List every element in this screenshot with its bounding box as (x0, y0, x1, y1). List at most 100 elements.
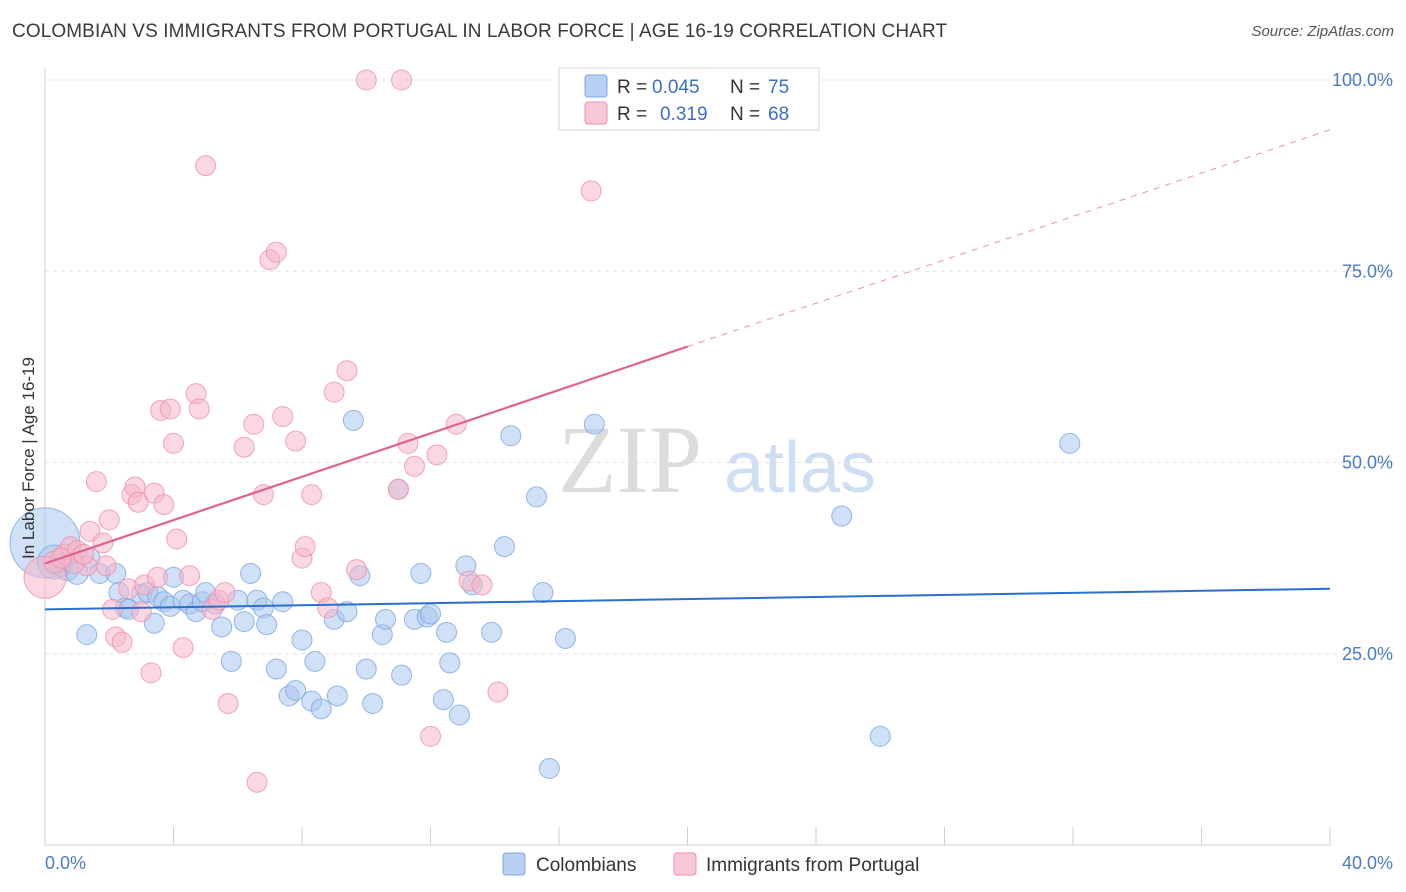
colombian-point (391, 664, 413, 686)
portugal-point (317, 597, 339, 619)
colombian-point (420, 603, 441, 625)
colombian-point (285, 679, 307, 701)
watermark-zip: ZIP (558, 406, 702, 513)
portugal-point (130, 601, 152, 623)
legend-n-value-1: 75 (768, 77, 789, 98)
y-tick-label: 25.0% (1342, 644, 1393, 664)
colombian-point (342, 409, 364, 431)
colombian-point (362, 692, 384, 714)
portugal-point (153, 494, 175, 516)
portugal-point (294, 536, 316, 558)
colombian-point (448, 704, 470, 726)
portugal-point (243, 413, 265, 435)
portugal-point (355, 69, 377, 91)
colombian-point (310, 698, 332, 720)
portugal-point (140, 662, 162, 684)
colombian-point (304, 650, 326, 672)
legend-r-value-1: 0.045 (652, 77, 700, 98)
colombian-point (493, 536, 515, 558)
source-credit: Source: ZipAtlas.com (1251, 23, 1394, 40)
x-tick-label: 0.0% (45, 853, 86, 873)
portugal-point (85, 471, 107, 493)
legend-n-label-1: N = (730, 77, 760, 98)
colombian-point (439, 652, 461, 674)
series-legend: Colombians Immigrants from Portugal (502, 852, 919, 876)
colombian-point (375, 608, 397, 630)
colombian-point (326, 685, 348, 707)
portugal-point (420, 725, 441, 747)
trendline-1 (44, 345, 688, 565)
colombian-point (1059, 432, 1081, 454)
colombian-point (355, 658, 377, 680)
colombian-point (256, 614, 278, 636)
bottom-legend-swatch-colombians (502, 852, 526, 876)
colombian-point (291, 629, 313, 651)
legend-n-value-2: 68 (768, 104, 789, 125)
watermark: ZIP atlas (558, 406, 876, 513)
colombian-point (272, 591, 294, 613)
bottom-legend-label-portugal: Immigrants from Portugal (706, 855, 919, 876)
colombian-point (265, 658, 287, 680)
colombian-point (410, 562, 432, 584)
portugal-point (336, 360, 358, 382)
colombian-point (583, 413, 605, 435)
series-1 (23, 69, 602, 793)
portugal-point (188, 398, 210, 420)
portugal-point (98, 509, 120, 531)
legend-r-value-2: 0.319 (660, 104, 708, 125)
portugal-point (346, 559, 368, 581)
colombian-point (76, 624, 98, 646)
portugal-point (285, 430, 307, 452)
portugal-point (272, 406, 294, 428)
colombian-point (220, 650, 242, 672)
trendline-extension-1 (687, 129, 1331, 348)
legend-n-label-2: N = (730, 104, 760, 125)
colombian-point (831, 505, 853, 527)
portugal-point (246, 771, 268, 793)
colombian-point (538, 758, 560, 779)
portugal-point (391, 69, 413, 91)
portugal-point (252, 484, 274, 506)
portugal-point (323, 381, 345, 403)
colombian-point (233, 611, 255, 633)
portugal-point (159, 398, 181, 420)
portugal-point (426, 444, 448, 466)
watermark-atlas: atlas (724, 428, 876, 508)
legend-r-label-1: R = (617, 77, 647, 98)
portugal-point (195, 155, 217, 177)
portugal-point (217, 692, 239, 714)
legend-r-label-2: R = (617, 104, 647, 125)
axes (44, 68, 1331, 846)
portugal-point (580, 180, 602, 202)
portugal-point (95, 555, 117, 577)
portugal-point (166, 528, 188, 550)
y-tick-label: 50.0% (1342, 453, 1393, 473)
chart-title: COLOMBIAN VS IMMIGRANTS FROM PORTUGAL IN… (12, 21, 948, 42)
x-tick-label: 40.0% (1342, 853, 1393, 873)
colombian-point (532, 582, 554, 604)
portugal-point (179, 565, 201, 587)
colombian-point (500, 425, 522, 447)
correlation-legend: R = 0.045 N = 75 R = 0.319 N = 68 (558, 67, 820, 131)
portugal-point (127, 491, 149, 513)
y-axis-label: In Labor Force | Age 16-19 (19, 357, 38, 559)
portugal-point (111, 631, 133, 653)
y-tick-label: 100.0% (1332, 70, 1393, 90)
portugal-point (301, 484, 323, 506)
colombian-point (526, 486, 548, 508)
portugal-point (233, 436, 255, 458)
portugal-point (387, 478, 409, 500)
legend-swatch-colombians (584, 74, 608, 98)
colombian-point (211, 616, 233, 638)
colombian-point (869, 725, 891, 747)
portugal-point (214, 582, 236, 604)
portugal-point (265, 241, 287, 263)
colombian-point (436, 621, 458, 643)
colombian-point (432, 689, 454, 711)
portugal-point (172, 637, 194, 659)
portugal-point (163, 432, 184, 454)
bottom-legend-swatch-portugal (673, 852, 697, 876)
colombian-point (240, 562, 262, 584)
portugal-point (403, 455, 425, 477)
